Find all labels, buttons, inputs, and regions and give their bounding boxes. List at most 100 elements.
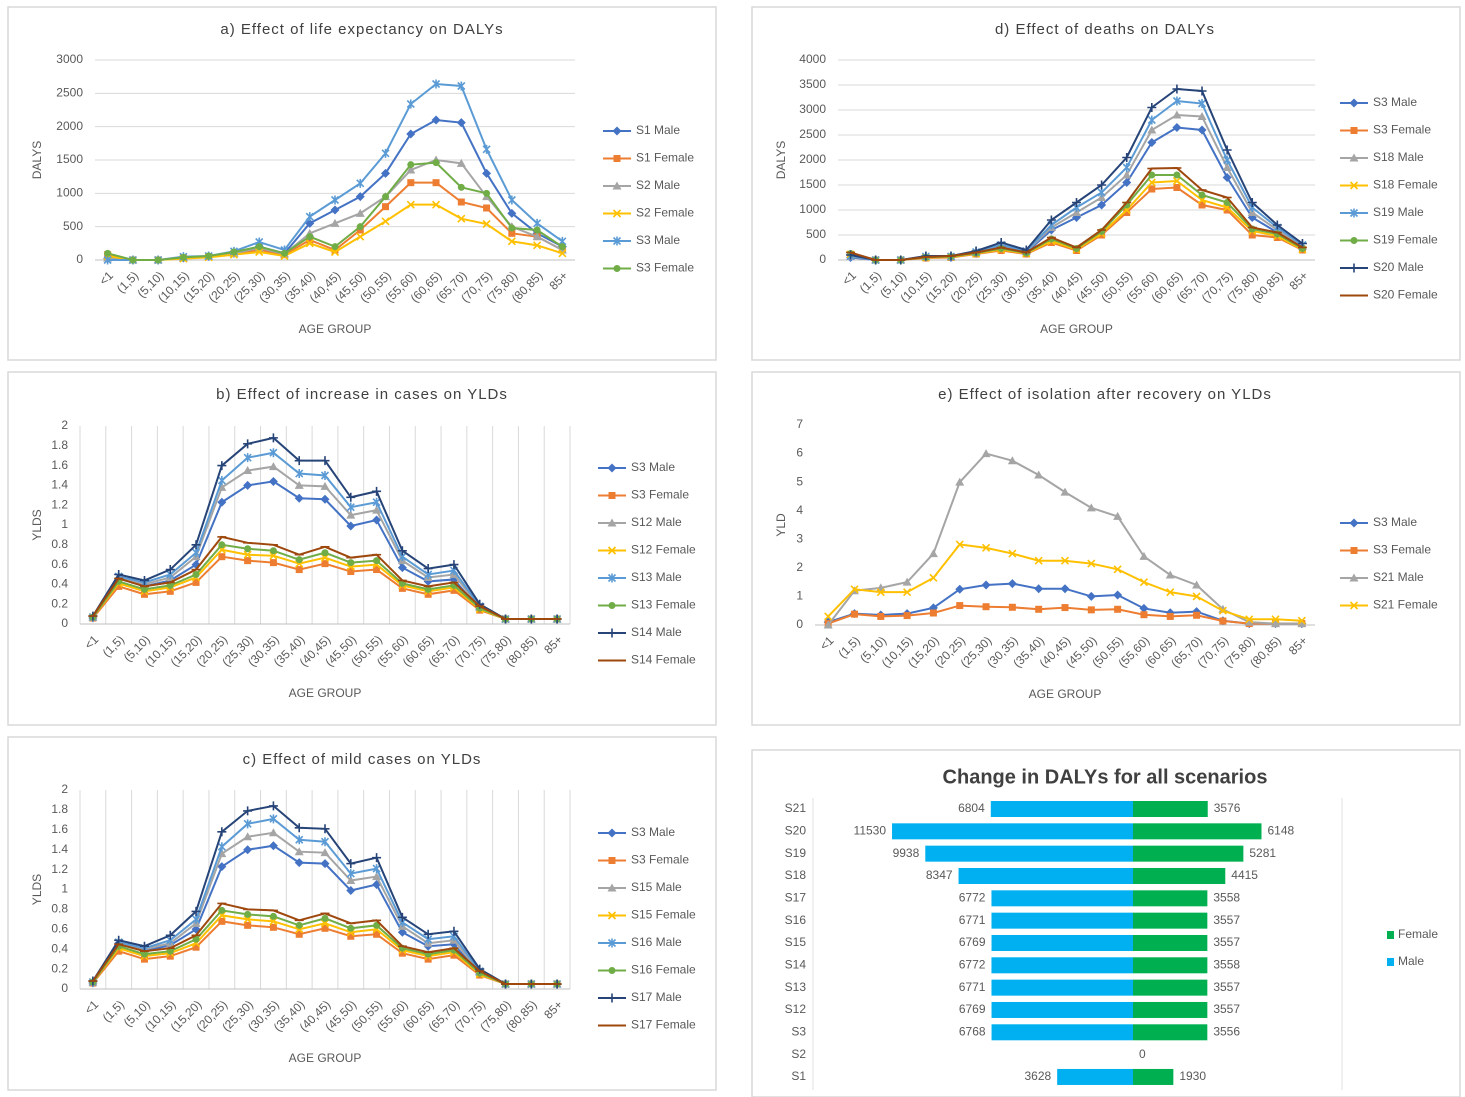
bar [1133,957,1208,974]
marker [321,924,329,932]
marker [165,565,175,575]
legend-label: S3 Male [1373,515,1417,529]
legend-label: S3 Female [1373,543,1431,557]
marker [903,612,911,620]
marker [406,200,415,209]
marker [981,580,991,590]
y-tick-label: S21 [785,801,807,815]
panel [7,6,717,361]
marker [929,609,937,617]
marker [243,832,253,841]
legend-label: S13 Female [631,598,696,612]
marker [482,144,491,154]
marker [1147,178,1156,187]
bar [1133,801,1208,817]
marker [432,179,440,187]
marker [382,203,390,211]
marker [218,906,226,914]
bar [1133,1001,1208,1018]
legend-swatch [1387,958,1394,966]
marker [1219,617,1227,625]
marker [103,255,112,265]
marker [269,917,278,926]
marker [1046,215,1056,225]
marker [824,612,833,621]
marker [483,204,491,212]
marker [230,248,238,256]
marker [217,461,227,471]
marker [1222,173,1232,182]
marker [356,178,365,188]
marker [372,486,382,496]
y-tick-label: 1.6 [51,822,68,836]
marker [321,914,329,922]
data-label: 6772 [959,890,986,904]
marker [347,568,355,576]
marker [347,924,355,932]
bar [991,979,1133,996]
marker [382,193,390,201]
marker [1349,573,1359,582]
bar [1057,1068,1133,1085]
y-tick-label: 4000 [799,52,826,66]
marker [191,914,201,924]
legend-label: S17 Female [631,1018,696,1032]
marker [1166,588,1175,597]
y-tick-label: 0 [61,616,68,630]
y-tick-label: 3500 [799,77,826,91]
marker [218,553,226,561]
y-tick-label: 1.4 [51,478,68,492]
marker [1218,606,1227,615]
marker [191,548,201,558]
bar [1133,1024,1208,1041]
y-tick-label: 0 [796,617,803,631]
marker [320,859,330,869]
marker [482,219,491,229]
y-tick-label: 0.6 [51,921,68,935]
marker [431,115,441,125]
marker [320,848,330,857]
marker [955,477,965,486]
marker [1034,584,1044,594]
marker [192,571,200,578]
marker [255,247,264,257]
marker [1247,198,1257,207]
marker [1349,263,1359,273]
marker [372,497,381,507]
legend-label: S15 Female [631,908,696,922]
y-tick-label: 2000 [799,152,826,166]
marker [243,480,253,490]
y-tick-label: 0.2 [51,961,68,975]
marker [457,198,465,206]
bar [1133,912,1208,929]
legend-label: S14 Male [631,625,682,639]
marker [218,917,226,925]
marker [346,876,356,885]
marker [330,195,340,205]
marker [423,929,433,939]
marker [1271,619,1281,628]
legend-label: S21 Male [1373,570,1424,584]
marker [1008,549,1017,558]
marker [140,950,148,958]
data-label: 3557 [1213,913,1240,927]
marker [295,930,303,938]
marker [449,926,459,936]
marker [1349,518,1359,528]
marker [608,967,616,974]
marker [982,603,990,611]
marker [295,566,303,574]
marker [139,941,149,951]
legend-label: S20 Male [1373,260,1424,274]
marker [483,189,491,197]
marker [165,930,175,940]
marker [294,847,304,856]
marker [607,993,617,1003]
marker [373,921,381,929]
legend-label: S20 Female [1373,288,1438,302]
marker [876,588,885,597]
marker [166,947,174,955]
marker [1147,115,1156,125]
legend-label: S1 Male [636,123,680,137]
marker [431,79,441,89]
